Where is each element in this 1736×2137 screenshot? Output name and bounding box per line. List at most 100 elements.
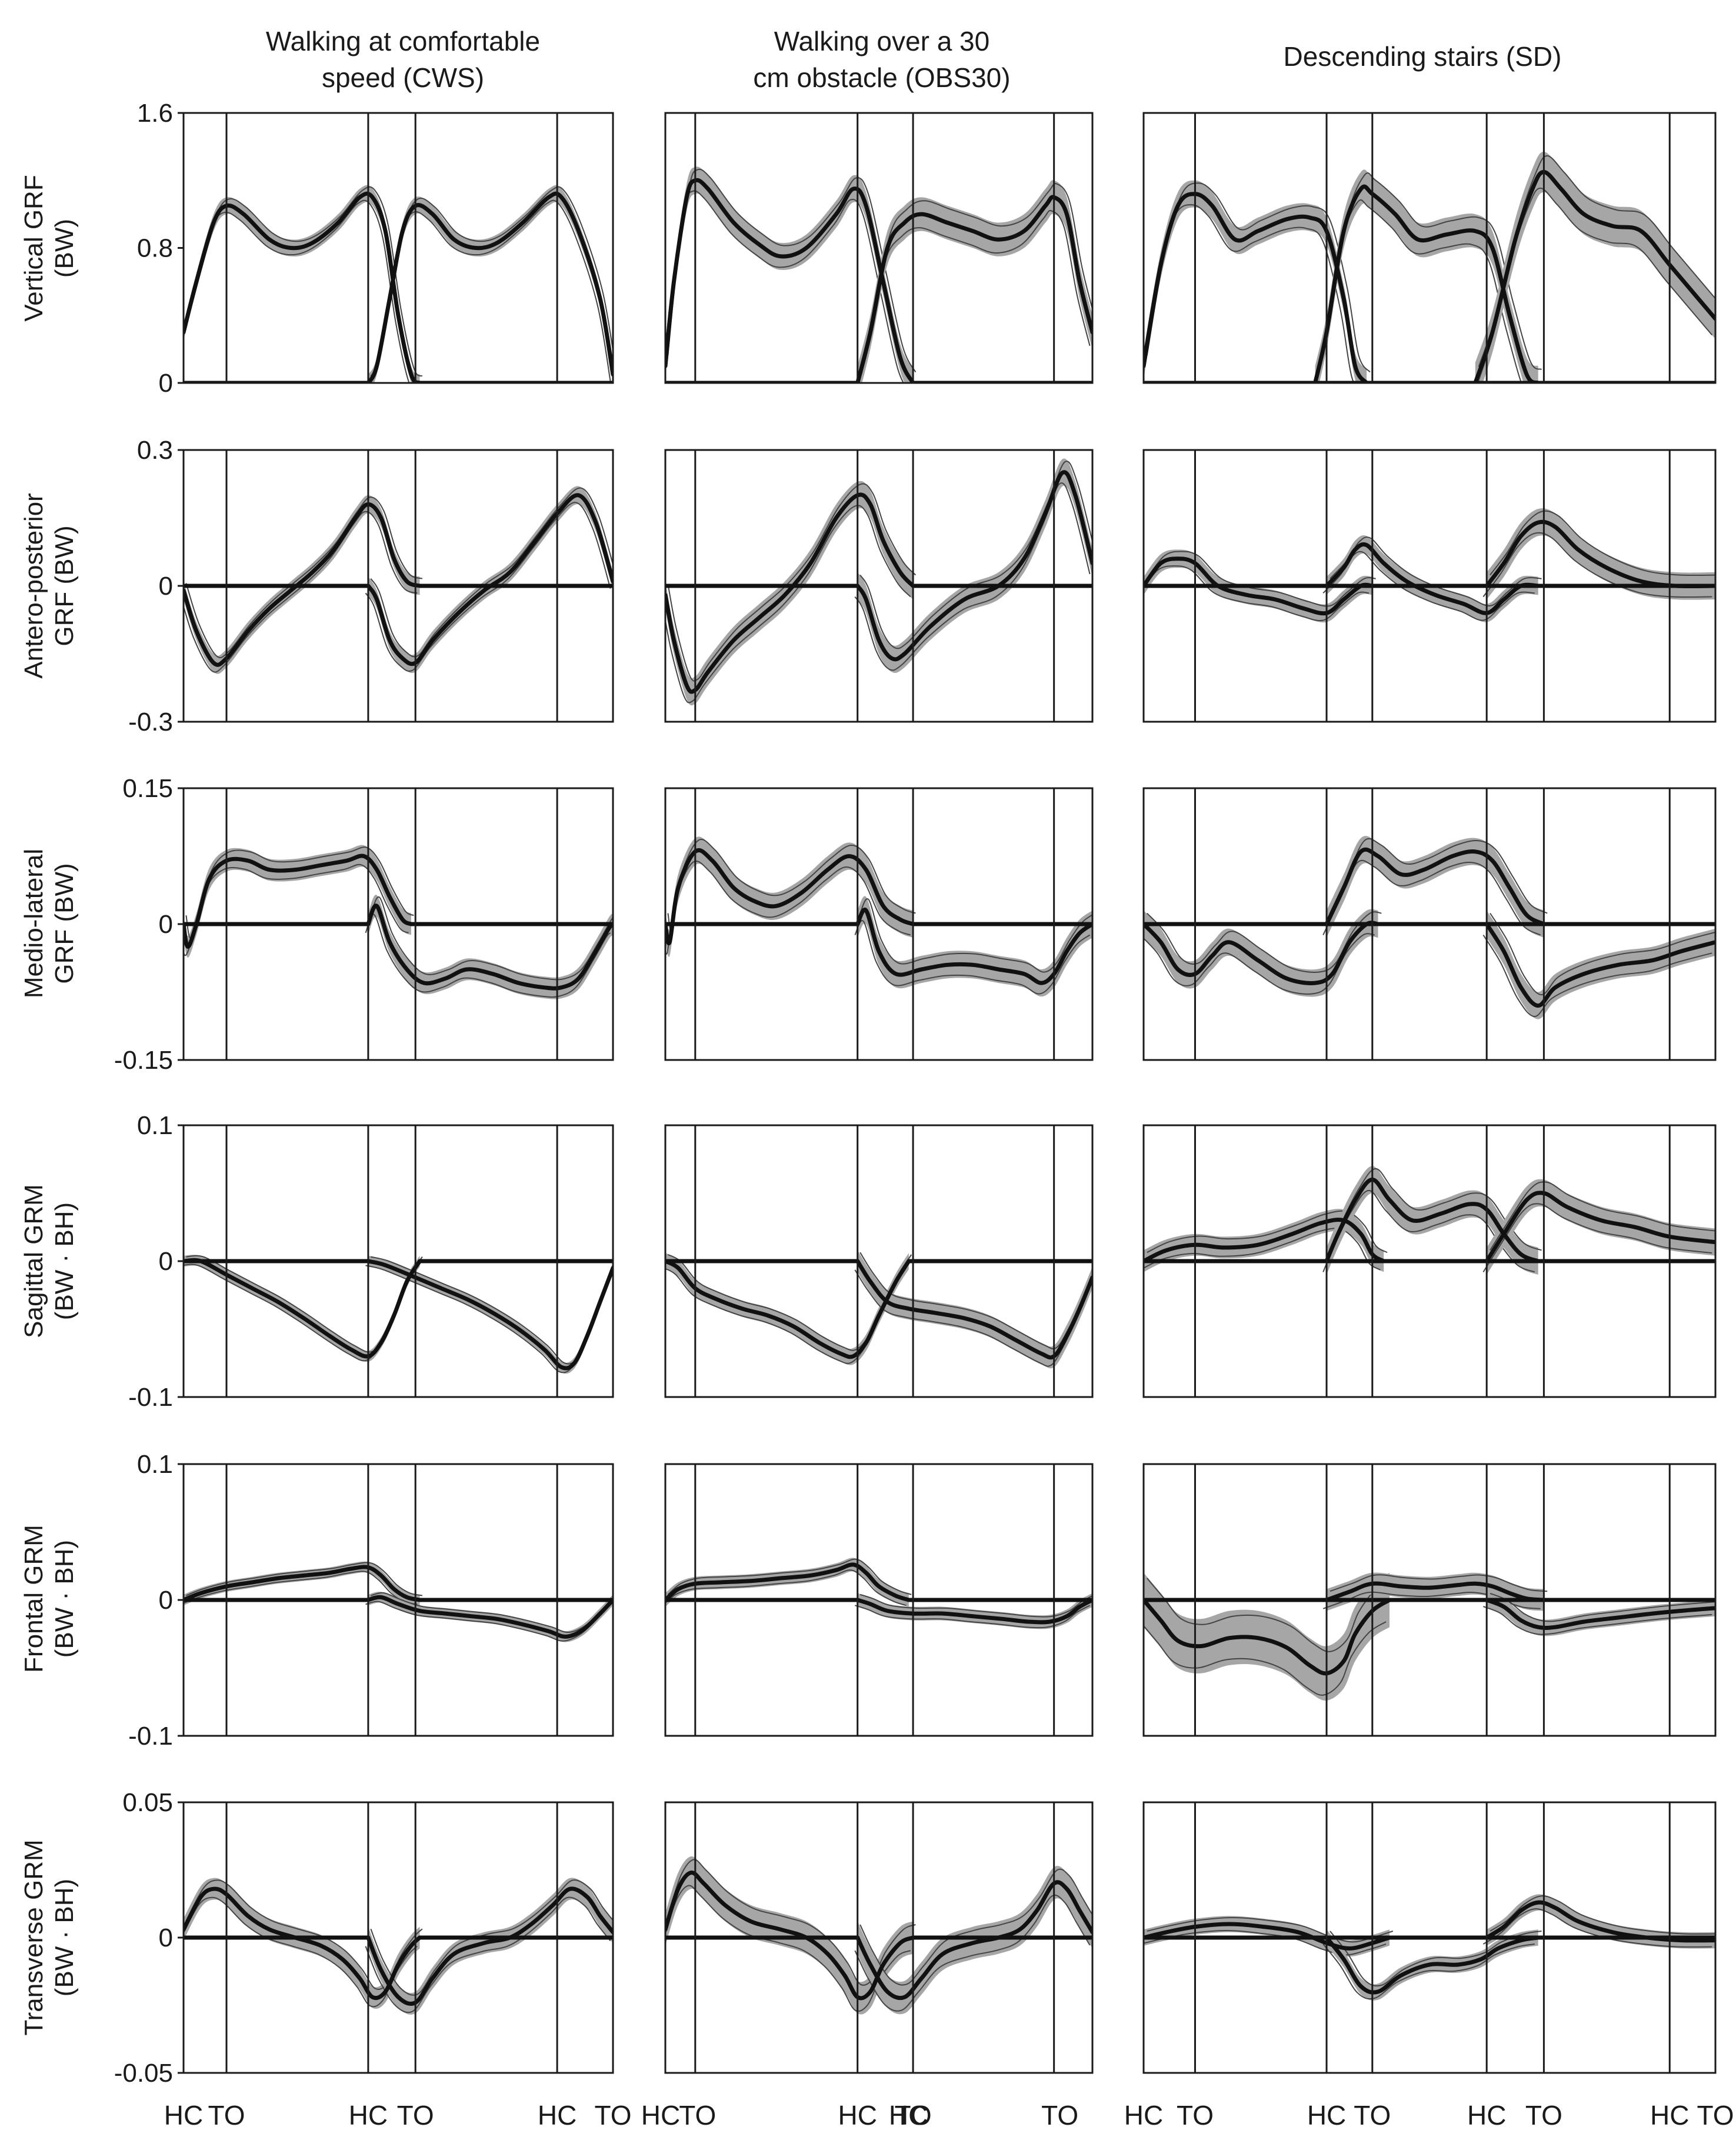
event-label-hc-cws-1: HC bbox=[164, 2100, 203, 2131]
panel-antero-posterior-grf-obs30 bbox=[664, 449, 1094, 723]
y-tick-label-antero-posterior-grf-1: 0.3 bbox=[137, 436, 173, 465]
upper-sd-line-series-1 bbox=[1147, 551, 1376, 607]
sd-band-series-2 bbox=[1327, 836, 1544, 938]
y-tick-label-frontal-grm-1: 0.1 bbox=[137, 1450, 173, 1479]
sd-band-series-1 bbox=[1144, 1572, 1390, 1701]
panel-frontal-grm-cws bbox=[182, 1463, 614, 1737]
upper-sd-line-series-1 bbox=[1147, 911, 1382, 973]
mean-line-series-2 bbox=[1324, 542, 1541, 615]
lower-sd-line-series-1 bbox=[1144, 933, 1375, 995]
y-tick-label-antero-posterior-grf-3: -0.3 bbox=[128, 708, 173, 736]
lower-sd-line-series-1 bbox=[1144, 1621, 1387, 1696]
plot-area bbox=[665, 1250, 1092, 1369]
plot-area bbox=[184, 1878, 613, 2015]
sd-band-series-1 bbox=[665, 836, 914, 957]
row-label-antero-posterior-line-1: Antero-posterior bbox=[19, 493, 48, 678]
y-tick-label-transverse-grm-1: 0.05 bbox=[122, 1788, 173, 1817]
panel-transverse-grm-sd bbox=[1142, 1801, 1717, 2074]
upper-sd-line-series-1 bbox=[667, 1558, 912, 1595]
mean-line-series-1 bbox=[665, 848, 915, 946]
plot-area bbox=[1144, 1166, 1715, 1275]
column-title-obs30-line-1: Walking over a 30 bbox=[774, 26, 989, 56]
mean-line-series-1 bbox=[1144, 1218, 1386, 1263]
lower-sd-line-series-3 bbox=[1482, 934, 1712, 1018]
column-titles: Walking at comfortable speed (CWS) Walki… bbox=[266, 26, 1562, 93]
mean-line-series-1 bbox=[1144, 921, 1380, 985]
mean-line-series-1 bbox=[665, 178, 915, 383]
upper-sd-line-series-3 bbox=[1490, 1181, 1715, 1251]
panel-frame bbox=[1142, 787, 1717, 1061]
sd-band-series-2 bbox=[368, 486, 613, 674]
panel-frame bbox=[664, 112, 1094, 384]
panel-medio-lateral-grf-obs30 bbox=[664, 787, 1094, 1061]
sd-band-series-1 bbox=[665, 1253, 909, 1365]
column-title-sd: Descending stairs (SD) bbox=[1284, 41, 1562, 72]
plot-area bbox=[1144, 152, 1715, 383]
upper-sd-line-series-2 bbox=[859, 898, 1092, 973]
sd-band-series-2 bbox=[857, 1866, 1092, 2015]
event-label-hc-obs30-5: HC bbox=[889, 2100, 928, 2131]
panel-vertical-grf-cws bbox=[182, 112, 614, 384]
plot-area bbox=[665, 1558, 1092, 1629]
panel-frontal-grm-sd bbox=[1142, 1463, 1717, 1737]
panel-frame bbox=[1142, 1801, 1717, 2074]
row-label-sagittal-grm-line-1: Sagittal GRM bbox=[19, 1184, 48, 1338]
row-label-medio-lateral-line-2: GRF (BW) bbox=[50, 863, 79, 984]
plot-area bbox=[184, 845, 613, 999]
mean-line-series-1 bbox=[1144, 1598, 1392, 1676]
upper-sd-line-series-1 bbox=[1147, 1917, 1394, 1943]
lower-sd-line-series-3 bbox=[1483, 1606, 1712, 1635]
lower-sd-line-series-1 bbox=[184, 511, 418, 673]
plot-area bbox=[1144, 836, 1715, 1019]
mean-line-series-2 bbox=[366, 1886, 613, 2006]
event-label-to-cws-4: TO bbox=[397, 2100, 434, 2131]
mean-line-series-1 bbox=[184, 1886, 422, 2001]
panel-frame bbox=[664, 787, 1094, 1061]
upper-sd-line-series-2 bbox=[859, 1593, 1092, 1618]
plot-area bbox=[665, 166, 1092, 383]
upper-sd-line-series-1 bbox=[1147, 1210, 1388, 1253]
mean-line-series-3 bbox=[1484, 1900, 1715, 1943]
y-tick-label-transverse-grm-3: -0.05 bbox=[114, 2059, 173, 2088]
panel-vertical-grf-sd bbox=[1142, 112, 1717, 384]
lower-sd-line-series-1 bbox=[1144, 565, 1370, 622]
upper-sd-line-series-3 bbox=[1490, 1895, 1715, 1935]
sd-band-series-3 bbox=[1475, 152, 1715, 383]
mean-line-series-3 bbox=[1484, 519, 1715, 589]
panel-antero-posterior-grf-cws bbox=[182, 449, 614, 723]
sd-band-series-1 bbox=[1144, 180, 1367, 383]
upper-sd-line-series-2 bbox=[859, 1868, 1092, 1986]
row-label-vertical-grf-line-2: (BW) bbox=[50, 219, 79, 278]
y-tick-label-vertical-grf-2: 0.8 bbox=[137, 234, 173, 263]
y-tick-label-medio-lateral-grf-3: -0.15 bbox=[114, 1046, 173, 1075]
lower-sd-line-series-2 bbox=[365, 1601, 611, 1642]
y-tick-label-frontal-grm-3: -0.1 bbox=[128, 1722, 173, 1751]
event-label-to-cws-2: TO bbox=[208, 2100, 245, 2131]
y-axis-ticks: 1.6 0.8 0 0.3 0 -0.3 0.15 0 -0.15 0.1 0 -0.1 0.1 0 -0.… bbox=[114, 99, 184, 2088]
panel-medio-lateral-grf-cws bbox=[182, 787, 614, 1061]
row-label-frontal-grm-line-2: (BW · BH) bbox=[50, 1540, 79, 1658]
mean-line-series-2 bbox=[366, 904, 613, 991]
upper-sd-line-series-2 bbox=[1330, 536, 1542, 606]
mean-line-series-1 bbox=[1144, 192, 1369, 383]
mean-line-series-1 bbox=[665, 492, 915, 694]
lower-sd-line-series-1 bbox=[665, 1569, 907, 1606]
event-label-to-obs30-4: TO bbox=[895, 2100, 932, 2131]
row-label-transverse-grm-line-1: Transverse GRM bbox=[19, 1839, 48, 2035]
row-label-vertical-grf-line-1: Vertical GRF bbox=[19, 175, 48, 321]
y-tick-label-antero-posterior-grf-2: 0 bbox=[159, 572, 173, 601]
y-tick-label-medio-lateral-grf-1: 0.15 bbox=[122, 774, 173, 803]
event-label-hc-sd-7: HC bbox=[1650, 2100, 1689, 2131]
sd-band-series-2 bbox=[857, 180, 1092, 383]
lower-sd-line-series-2 bbox=[854, 1894, 1091, 2012]
row-label-transverse-grm-line-2: (BW · BH) bbox=[50, 1879, 79, 1996]
column-title-cws-line-2: speed (CWS) bbox=[322, 62, 484, 93]
lower-sd-line-series-2 bbox=[365, 502, 611, 672]
row-labels: Vertical GRF (BW) Antero-posterior GRF (… bbox=[19, 175, 79, 2035]
lower-sd-line-series-1 bbox=[1144, 1228, 1381, 1271]
plot-area bbox=[184, 1255, 613, 1374]
mean-line-series-3 bbox=[1484, 1598, 1715, 1630]
plot-area bbox=[665, 458, 1092, 706]
plot-area bbox=[665, 836, 1092, 997]
